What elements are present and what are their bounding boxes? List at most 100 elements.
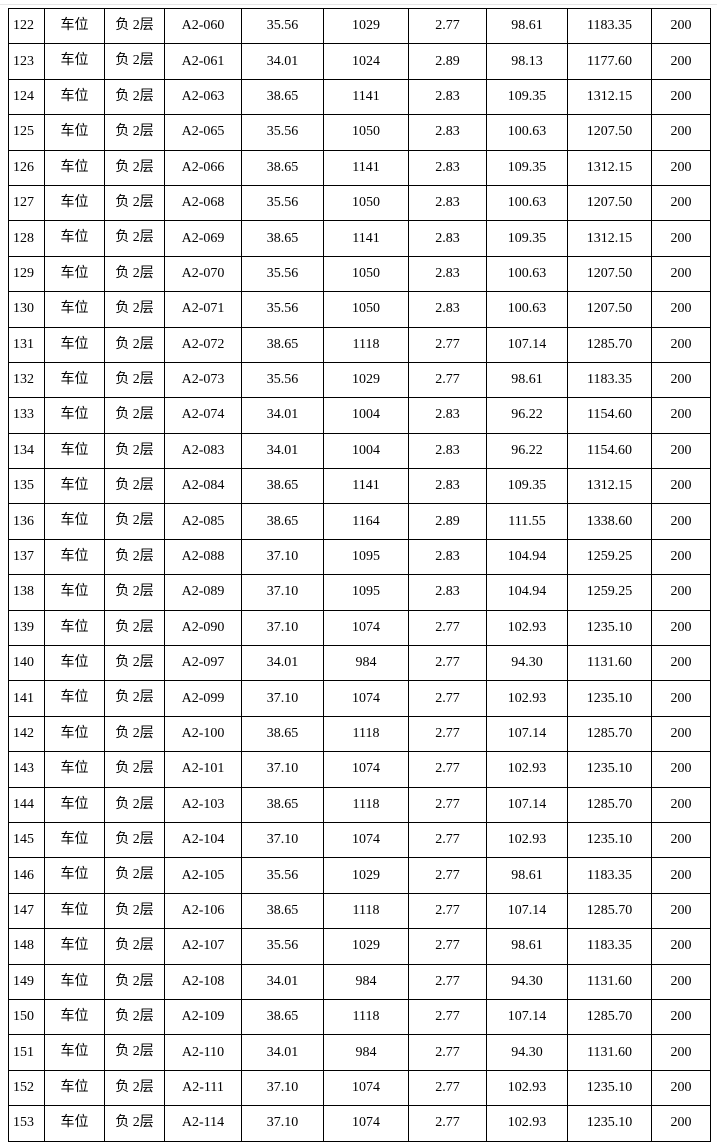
unit-price-cell: 1095 xyxy=(323,538,409,576)
row-number-cell: 136 xyxy=(8,503,45,540)
unit-price-cell: 1118 xyxy=(323,326,409,363)
rate-cell: 2.89 xyxy=(408,503,487,540)
floor-cell: 负 2层 xyxy=(104,538,165,576)
row-number-cell: 152 xyxy=(8,1069,45,1107)
unit-price-cell: 1029 xyxy=(323,361,409,399)
table-row: 145 车位负 2层 A2-104 37.10 1074 2.77 102.93 1235.1… xyxy=(8,821,711,859)
row-number-cell: 122 xyxy=(8,7,45,45)
row-number-cell: 132 xyxy=(8,361,45,399)
area-cell: 38.65 xyxy=(241,786,324,823)
cell-total-cell: 1312.15 xyxy=(567,78,652,116)
area-cell: 35.56 xyxy=(241,114,324,151)
cell-value-10-cell: 200 xyxy=(651,751,711,788)
floor-cell: 负 2层 xyxy=(104,291,165,328)
unit-price-cell: 1074 xyxy=(323,751,409,788)
row-number-cell: 145 xyxy=(8,821,45,859)
rate-cell: 2.83 xyxy=(408,184,487,222)
table-body: 122 车位负 2层 A2-060 35.56 1029 2.77 98.61 1183.35… xyxy=(8,7,711,1142)
area-cell: 38.65 xyxy=(241,715,324,753)
space-type-cell: 车位 xyxy=(44,645,105,682)
space-code-cell: A2-089 xyxy=(164,574,242,611)
row-number-cell: 146 xyxy=(8,857,45,894)
area-cell: 38.65 xyxy=(241,892,324,930)
area-cell: 37.10 xyxy=(241,609,324,647)
cell-total-cell: 1312.15 xyxy=(567,149,652,186)
space-code-cell: A2-073 xyxy=(164,361,242,399)
table-row: 126 车位负 2层 A2-066 38.65 1141 2.83 109.35 1312.1… xyxy=(8,149,711,186)
area-cell: 38.65 xyxy=(241,503,324,540)
space-type-cell: 车位 xyxy=(44,1069,105,1107)
area-cell: 34.01 xyxy=(241,397,324,434)
cell-value-10-cell: 200 xyxy=(651,680,711,717)
cell-total-cell: 1235.10 xyxy=(567,1069,652,1107)
table-row: 124 车位负 2层 A2-063 38.65 1141 2.83 109.35 1312.1… xyxy=(8,78,711,116)
area-cell: 37.10 xyxy=(241,821,324,859)
cell-value-8-cell: 100.63 xyxy=(486,114,568,151)
space-code-cell: A2-061 xyxy=(164,43,242,80)
table-row: 136 车位负 2层 A2-085 38.65 1164 2.89 111.55 1338.6… xyxy=(8,503,711,540)
area-cell: 38.65 xyxy=(241,326,324,363)
cell-total-cell: 1154.60 xyxy=(567,432,652,470)
space-type-cell: 车位 xyxy=(44,715,105,753)
cell-total-cell: 1183.35 xyxy=(567,928,652,965)
cell-total-cell: 1177.60 xyxy=(567,43,652,80)
cell-value-10-cell: 200 xyxy=(651,184,711,222)
unit-price-cell: 1141 xyxy=(323,78,409,116)
unit-price-cell: 1050 xyxy=(323,114,409,151)
floor-cell: 负 2层 xyxy=(104,468,165,505)
space-code-cell: A2-101 xyxy=(164,751,242,788)
rate-cell: 2.77 xyxy=(408,963,487,1000)
unit-price-cell: 984 xyxy=(323,963,409,1000)
space-type-cell: 车位 xyxy=(44,78,105,116)
cell-value-10-cell: 200 xyxy=(651,538,711,576)
row-number-cell: 133 xyxy=(8,397,45,434)
rate-cell: 2.77 xyxy=(408,1069,487,1107)
floor-cell: 负 2层 xyxy=(104,220,165,257)
cell-total-cell: 1312.15 xyxy=(567,220,652,257)
table-row: 138 车位负 2层 A2-089 37.10 1095 2.83 104.94 1259.2… xyxy=(8,574,711,611)
space-type-cell: 车位 xyxy=(44,963,105,1000)
cell-value-8-cell: 98.61 xyxy=(486,7,568,45)
cell-total-cell: 1131.60 xyxy=(567,963,652,1000)
space-code-cell: A2-108 xyxy=(164,963,242,1000)
space-code-cell: A2-070 xyxy=(164,255,242,293)
rate-cell: 2.83 xyxy=(408,291,487,328)
unit-price-cell: 1118 xyxy=(323,786,409,823)
row-number-cell: 126 xyxy=(8,149,45,186)
cell-value-10-cell: 200 xyxy=(651,1105,711,1142)
cell-total-cell: 1207.50 xyxy=(567,291,652,328)
space-code-cell: A2-069 xyxy=(164,220,242,257)
row-number-cell: 150 xyxy=(8,998,45,1036)
area-cell: 35.56 xyxy=(241,184,324,222)
page-top-edge xyxy=(0,0,717,5)
cell-total-cell: 1235.10 xyxy=(567,609,652,647)
row-number-cell: 125 xyxy=(8,114,45,151)
cell-total-cell: 1207.50 xyxy=(567,114,652,151)
space-type-cell: 车位 xyxy=(44,751,105,788)
row-number-cell: 134 xyxy=(8,432,45,470)
row-number-cell: 135 xyxy=(8,468,45,505)
row-number-cell: 130 xyxy=(8,291,45,328)
rate-cell: 2.83 xyxy=(408,220,487,257)
rate-cell: 2.77 xyxy=(408,1034,487,1071)
row-number-cell: 144 xyxy=(8,786,45,823)
table-row: 131 车位负 2层 A2-072 38.65 1118 2.77 107.14 1285.7… xyxy=(8,326,711,363)
space-code-cell: A2-090 xyxy=(164,609,242,647)
cell-value-10-cell: 200 xyxy=(651,361,711,399)
cell-value-10-cell: 200 xyxy=(651,1034,711,1071)
space-type-cell: 车位 xyxy=(44,892,105,930)
row-number-cell: 124 xyxy=(8,78,45,116)
rate-cell: 2.83 xyxy=(408,397,487,434)
space-code-cell: A2-105 xyxy=(164,857,242,894)
space-type-cell: 车位 xyxy=(44,43,105,80)
cell-value-10-cell: 200 xyxy=(651,998,711,1036)
space-code-cell: A2-104 xyxy=(164,821,242,859)
cell-value-8-cell: 111.55 xyxy=(486,503,568,540)
cell-value-10-cell: 200 xyxy=(651,645,711,682)
unit-price-cell: 1118 xyxy=(323,998,409,1036)
floor-cell: 负 2层 xyxy=(104,397,165,434)
floor-cell: 负 2层 xyxy=(104,1034,165,1071)
cell-value-10-cell: 200 xyxy=(651,786,711,823)
area-cell: 38.65 xyxy=(241,149,324,186)
cell-value-8-cell: 107.14 xyxy=(486,786,568,823)
